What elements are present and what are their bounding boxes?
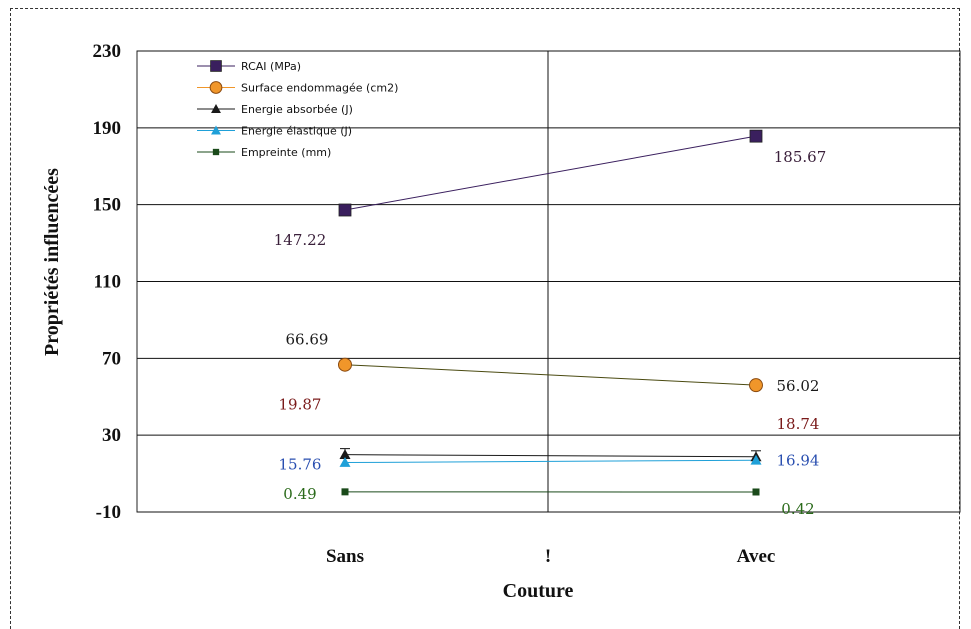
series-markers: [339, 130, 763, 495]
legend-label: Empreinte (mm): [241, 146, 331, 159]
data-label: 18.74: [777, 415, 820, 433]
line-chart: 230 190 150 110 70 30 -10 Sans! Avec 147.22 185.…: [0, 0, 971, 606]
data-label: 0.42: [781, 500, 814, 518]
series-line: [345, 136, 756, 210]
data-label: 66.69: [286, 331, 329, 349]
legend-marker: [213, 149, 219, 155]
legend-marker: [210, 82, 222, 94]
y-axis-title: Propriétés influencées: [41, 168, 63, 356]
series-line: [345, 365, 756, 385]
y-tick-label: -10: [96, 502, 121, 523]
series-marker: [342, 488, 349, 495]
x-tick-labels: Sans! Avec: [326, 546, 775, 567]
legend: RCAI (MPa) Surface endommagée (cm2) Energi…: [197, 60, 398, 159]
data-label: 19.87: [279, 396, 322, 414]
y-tick-label: 110: [94, 272, 121, 293]
series-marker: [750, 379, 763, 392]
x-tick-label: Avec: [737, 546, 776, 567]
y-tick-label: 30: [102, 425, 121, 446]
y-tick-labels: 230 190 150 110 70 30 -10: [93, 41, 122, 523]
series-line: [345, 460, 756, 462]
y-tick-label: 70: [102, 348, 121, 369]
data-label: 147.22: [274, 231, 327, 249]
series-marker: [750, 130, 762, 142]
data-label: 15.76: [279, 456, 322, 474]
data-label: 16.94: [777, 451, 820, 469]
series-marker: [753, 488, 760, 495]
series-line: [345, 455, 756, 457]
data-label: 185.67: [774, 148, 827, 166]
legend-label: Energie élastique (J): [241, 125, 352, 138]
series-marker: [339, 204, 351, 216]
gridlines: [137, 51, 960, 512]
x-axis-title: Couture: [503, 580, 574, 602]
series-marker: [339, 358, 352, 371]
y-tick-label: 190: [93, 118, 122, 139]
data-label: 56.02: [777, 377, 820, 395]
y-tick-label: 150: [93, 195, 122, 216]
y-tick-label: 230: [93, 41, 122, 62]
legend-label: RCAI (MPa): [241, 60, 301, 73]
x-tick-label: Sans: [326, 546, 364, 567]
x-tick-label: !: [545, 546, 551, 567]
series-lines: [345, 136, 756, 492]
legend-label: Surface endommagée (cm2): [241, 82, 398, 95]
legend-marker: [211, 61, 222, 72]
legend-label: Energie absorbée (J): [241, 103, 353, 116]
data-label: 0.49: [283, 485, 316, 503]
